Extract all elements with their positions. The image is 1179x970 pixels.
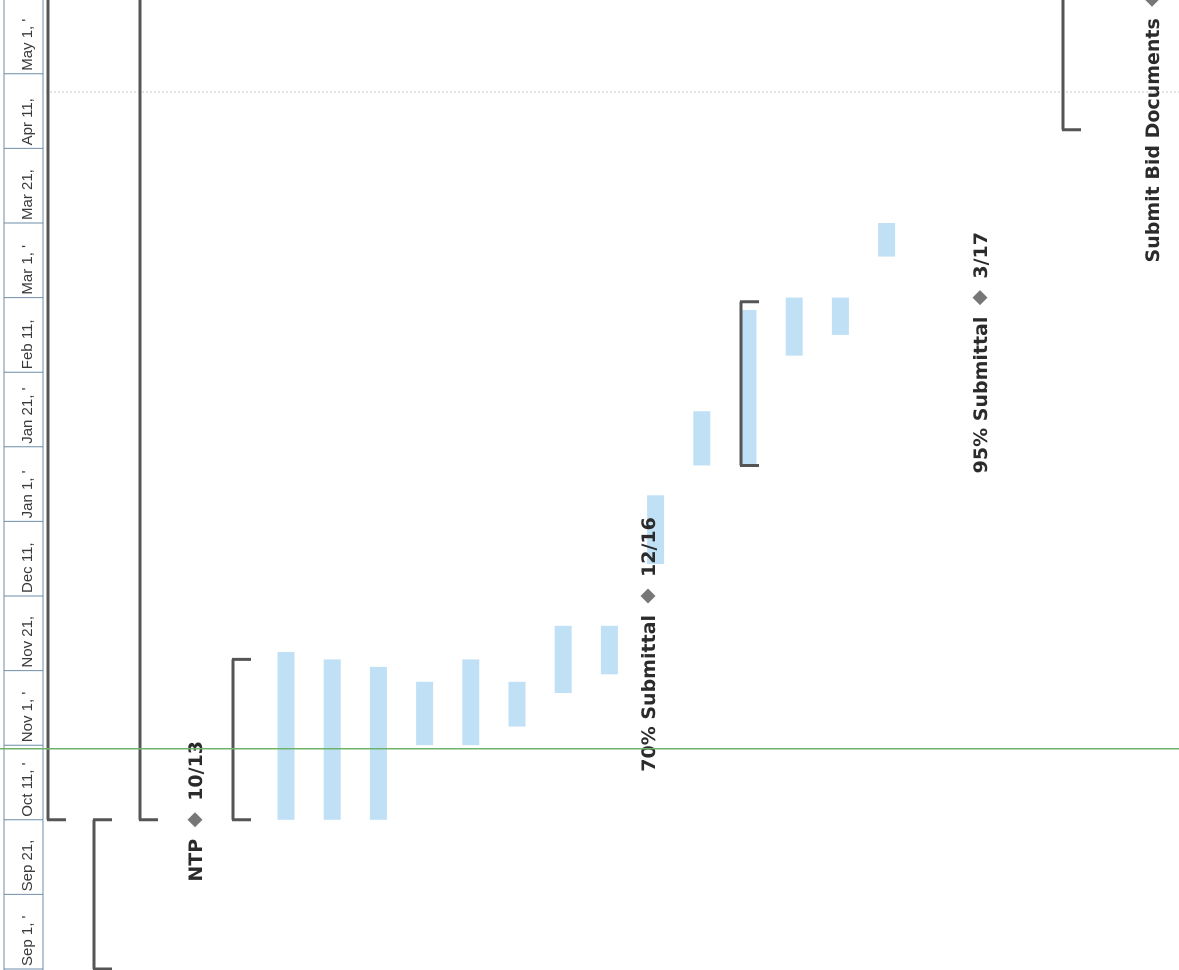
milestone-name: 95% Submittal <box>970 317 992 474</box>
milestone: NTP 10/13 <box>185 741 207 882</box>
milestone-diamond <box>187 812 203 828</box>
summary-bars <box>46 0 1081 970</box>
timescale-tick-label: Sep 21, <box>19 840 36 892</box>
task-bar <box>878 223 896 257</box>
milestone-date: 12/16 <box>638 517 660 577</box>
timescale-tick-label: Apr 11, <box>19 98 36 145</box>
milestone-name: 70% Submittal <box>638 615 660 772</box>
milestone-name: Submit Bid Documents <box>1142 18 1164 262</box>
task-bar <box>785 297 803 356</box>
task-bar <box>277 651 295 820</box>
summary-bar <box>138 0 158 822</box>
task-bar <box>647 495 665 565</box>
timescale-header: Sep 1, ' Sep 21, Oct 11, ' Nov 1, ' Nov 21,… <box>3 0 44 970</box>
summary-bar <box>92 818 112 970</box>
timescale-tick-label: Nov 1, ' <box>19 692 36 743</box>
summary-bar <box>1061 0 1081 132</box>
task-bar <box>369 666 387 820</box>
summary-bar <box>46 0 66 822</box>
summary-bar <box>739 300 759 467</box>
timescale-tick-label: May 1, ' <box>19 19 36 71</box>
task-bar <box>462 659 480 746</box>
milestone-date: 10/13 <box>185 741 207 801</box>
milestone-diamond <box>640 588 656 604</box>
task-bar <box>416 681 434 746</box>
task-bar <box>323 659 341 820</box>
task-bar <box>508 681 526 727</box>
milestone: 70% Submittal 12/16 <box>638 517 660 772</box>
timescale-tick-label: Mar 1, ' <box>19 245 36 295</box>
task-bar <box>554 625 572 693</box>
task-bar <box>693 411 711 466</box>
milestones: NTP 10/13 70% Submittal 12/16 95% Submittal 3… <box>185 0 1164 882</box>
task-bars <box>277 223 896 820</box>
milestone-date: 3/17 <box>970 232 992 279</box>
task-bar <box>600 625 618 675</box>
milestone-diamond <box>1145 0 1159 7</box>
timescale-tick-label: Feb 11, <box>19 319 36 369</box>
timescale-tick-label: Jan 21, ' <box>19 387 36 443</box>
timescale-tick-label: Sep 1, ' <box>19 915 36 966</box>
timescale-tick-label: Oct 11, ' <box>19 762 36 816</box>
summary-bar <box>231 657 251 822</box>
milestone: 95% Submittal 3/17 <box>970 232 992 473</box>
timescale-tick-label: Jan 1, ' <box>19 470 36 518</box>
timescale-tick-label: Mar 21, <box>19 169 36 220</box>
milestone-name: NTP <box>185 839 207 882</box>
task-bar <box>739 310 757 466</box>
timescale-tick-label: Dec 11, <box>19 542 36 593</box>
milestone: Submit Bid Documents4/28 <box>1142 0 1164 262</box>
milestone-diamond <box>972 290 988 306</box>
task-bar <box>831 297 849 335</box>
timescale-tick-label: Nov 21, <box>19 616 36 668</box>
